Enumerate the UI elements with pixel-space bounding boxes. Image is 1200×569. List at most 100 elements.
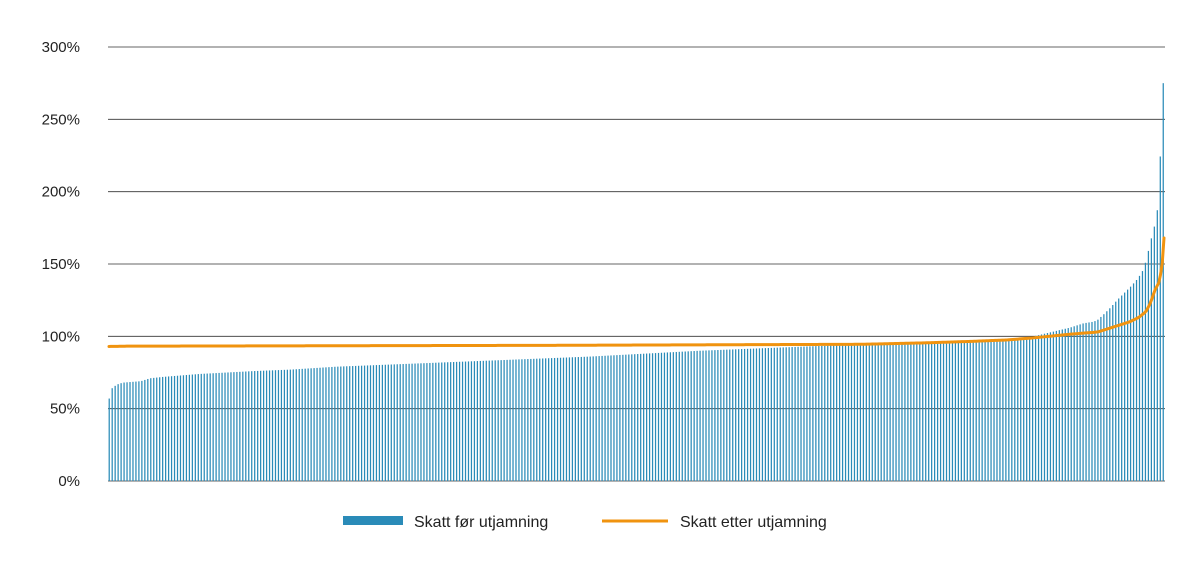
bar xyxy=(957,341,960,481)
bar xyxy=(352,366,354,481)
bar xyxy=(1064,328,1066,481)
bar xyxy=(833,345,835,481)
bar xyxy=(1043,333,1046,481)
bar xyxy=(598,356,600,481)
bar xyxy=(738,349,740,481)
bar xyxy=(660,352,663,481)
bar xyxy=(215,373,217,481)
bar xyxy=(467,361,470,481)
bar xyxy=(1121,295,1123,481)
bar xyxy=(865,344,867,481)
bar xyxy=(221,372,223,481)
bar xyxy=(809,346,811,481)
bar xyxy=(399,364,401,481)
bar xyxy=(500,360,502,481)
bar xyxy=(108,398,110,481)
bar xyxy=(619,354,621,481)
bar xyxy=(162,376,164,481)
bar xyxy=(1127,289,1129,481)
bar xyxy=(1094,321,1096,481)
bar xyxy=(607,355,609,481)
bar xyxy=(1129,286,1132,481)
bar xyxy=(135,381,137,481)
bar xyxy=(877,343,879,481)
bar xyxy=(960,341,962,481)
line-series-path xyxy=(107,236,1166,348)
bar xyxy=(735,349,737,481)
bar xyxy=(972,340,974,481)
bar xyxy=(470,361,473,481)
bar xyxy=(934,342,936,481)
bar xyxy=(565,357,568,481)
bar xyxy=(746,348,749,481)
bar xyxy=(711,350,713,481)
bar xyxy=(257,370,259,481)
bar xyxy=(919,342,921,481)
bar xyxy=(408,363,410,481)
bar xyxy=(1058,330,1060,481)
bar xyxy=(476,361,479,481)
bar xyxy=(450,362,452,481)
bar xyxy=(251,371,253,481)
y-tick-label: 0% xyxy=(58,473,80,490)
bar xyxy=(435,362,437,481)
bar xyxy=(239,371,241,481)
bar xyxy=(904,343,906,481)
bar xyxy=(752,348,755,481)
bar xyxy=(209,373,211,481)
bar xyxy=(322,367,324,481)
bar xyxy=(423,363,425,481)
bar xyxy=(1061,329,1063,481)
bar xyxy=(779,347,781,481)
bar xyxy=(236,371,238,481)
bar xyxy=(827,345,829,481)
bar xyxy=(797,346,799,481)
bar xyxy=(1046,333,1049,481)
bar xyxy=(1020,338,1022,481)
bar xyxy=(1055,330,1057,481)
bar xyxy=(340,366,342,481)
bar xyxy=(245,371,247,481)
bar xyxy=(678,351,680,481)
bar xyxy=(1029,336,1031,481)
bar xyxy=(271,370,274,481)
bar xyxy=(726,349,728,481)
bar xyxy=(1144,262,1147,481)
bar xyxy=(749,348,752,481)
bar xyxy=(550,358,553,481)
bar xyxy=(132,381,134,481)
bar xyxy=(1052,331,1055,481)
bar xyxy=(984,340,986,481)
bar xyxy=(996,339,998,481)
bar xyxy=(601,355,603,481)
bar xyxy=(141,380,143,481)
bar xyxy=(595,356,597,481)
bar xyxy=(1135,280,1138,481)
bar xyxy=(444,362,446,481)
bar xyxy=(482,360,484,481)
bar xyxy=(289,369,291,481)
bar xyxy=(1153,226,1155,481)
bar xyxy=(553,357,556,481)
bar xyxy=(358,365,360,481)
bar xyxy=(1002,339,1004,481)
bar xyxy=(568,357,571,481)
bar xyxy=(562,357,565,481)
bar xyxy=(426,363,428,481)
bar xyxy=(292,369,294,481)
bar xyxy=(1147,250,1150,481)
y-tick-label: 50% xyxy=(50,401,80,418)
bar xyxy=(396,364,398,481)
bar xyxy=(856,344,859,481)
bar xyxy=(699,350,701,481)
bar xyxy=(197,374,199,481)
bar xyxy=(922,342,924,481)
bar xyxy=(355,365,357,481)
bar xyxy=(720,349,722,481)
bar xyxy=(1124,292,1126,481)
y-tick-label: 300% xyxy=(42,39,80,56)
legend-bar-swatch xyxy=(343,516,403,525)
bar xyxy=(533,358,535,481)
bar xyxy=(301,368,303,481)
bar xyxy=(574,357,576,481)
